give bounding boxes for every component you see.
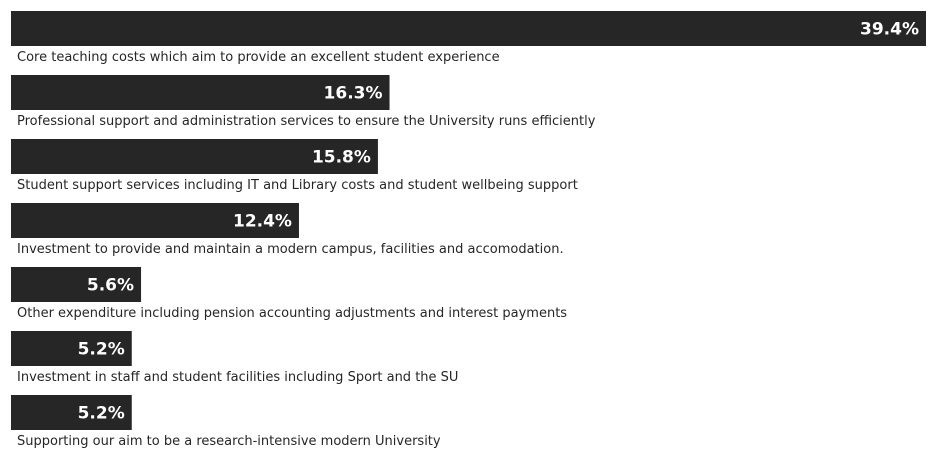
bar — [11, 395, 132, 430]
category-label: Supporting our aim to be a research-inte… — [17, 434, 441, 449]
category-label: Professional support and administration … — [17, 114, 596, 129]
bar-value-label: 5.2% — [78, 404, 125, 424]
bar — [11, 75, 390, 110]
bar-row: 5.2% Investment in staff and student faci… — [11, 331, 458, 385]
category-label: Student support services including IT an… — [17, 178, 578, 193]
bar-row: 5.6% Other expenditure including pension … — [11, 267, 567, 321]
bar-row: 39.4% Core teaching costs which aim to pr… — [11, 11, 926, 65]
bar-row: 16.3% Professional support and administra… — [11, 75, 596, 129]
category-label: Investment to provide and maintain a mod… — [17, 242, 564, 257]
bar — [11, 203, 299, 238]
bar-value-label: 16.3% — [324, 84, 383, 104]
category-label: Core teaching costs which aim to provide… — [17, 50, 500, 65]
bar — [11, 267, 142, 302]
bar-value-label: 5.2% — [78, 340, 125, 360]
bar-row: 15.8% Student support services including … — [11, 139, 578, 193]
category-label: Other expenditure including pension acco… — [17, 306, 567, 321]
bar-value-label: 12.4% — [233, 212, 292, 232]
bar — [11, 11, 926, 46]
bar-value-label: 39.4% — [860, 20, 919, 40]
bar-value-label: 15.8% — [312, 148, 371, 168]
bar-value-label: 5.6% — [87, 276, 134, 296]
bar — [11, 331, 132, 366]
bar-row: 5.2% Supporting our aim to be a research-… — [11, 395, 441, 449]
bar — [11, 139, 378, 174]
category-label: Investment in staff and student faciliti… — [17, 370, 458, 385]
bar-row: 12.4% Investment to provide and maintain … — [11, 203, 564, 257]
